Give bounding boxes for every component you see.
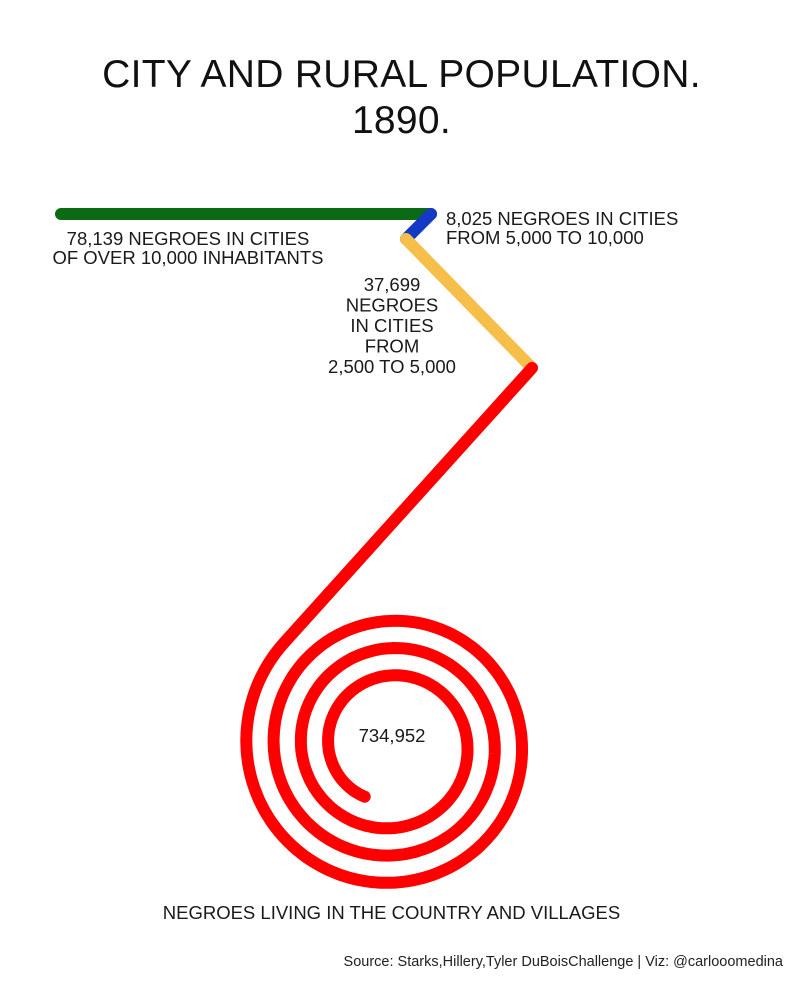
label-cities-2500-5000-line: 2,500 TO 5,000 [328,356,456,377]
chart-title-line-1: CITY AND RURAL POPULATION. [102,53,701,96]
chart-labels: 78,139 NEGROES IN CITIES OF OVER 10,000 I… [52,208,678,746]
label-cities-over-10000: 78,139 NEGROES IN CITIES OF OVER 10,000 I… [52,228,323,268]
label-cities-2500-5000-line: FROM [365,336,419,357]
label-cities-2500-5000-line: NEGROES [346,295,439,316]
chart-title-line-2: 1890. [351,99,452,142]
source-credit: Source: Starks,Hillery,Tyler DuBoisChall… [343,954,783,970]
label-cities-over-10000-line: OF OVER 10,000 INHABITANTS [52,247,323,268]
segment-cities-2500-5000 [400,233,538,374]
value-label-country-and-villages: 734,952 [359,725,426,746]
label-cities-2500-5000-line: IN CITIES [350,315,433,336]
label-cities-2500-5000: 37,699 NEGROES IN CITIES FROM 2,500 TO 5,000 [328,274,456,377]
label-cities-over-10000-line: 78,139 NEGROES IN CITIES [67,228,310,249]
label-cities-5000-10000: 8,025 NEGROES IN CITIES FROM 5,000 TO 10,… [446,208,678,248]
label-cities-5000-10000-line: FROM 5,000 TO 10,000 [446,227,644,248]
chart-marks [55,208,538,889]
label-cities-2500-5000-line: 37,699 [364,274,421,295]
label-cities-5000-10000-line: 8,025 NEGROES IN CITIES [446,208,678,229]
rural-series-label: NEGROES LIVING IN THE COUNTRY AND VILLAG… [162,902,621,923]
segment-country-and-villages [240,362,538,889]
